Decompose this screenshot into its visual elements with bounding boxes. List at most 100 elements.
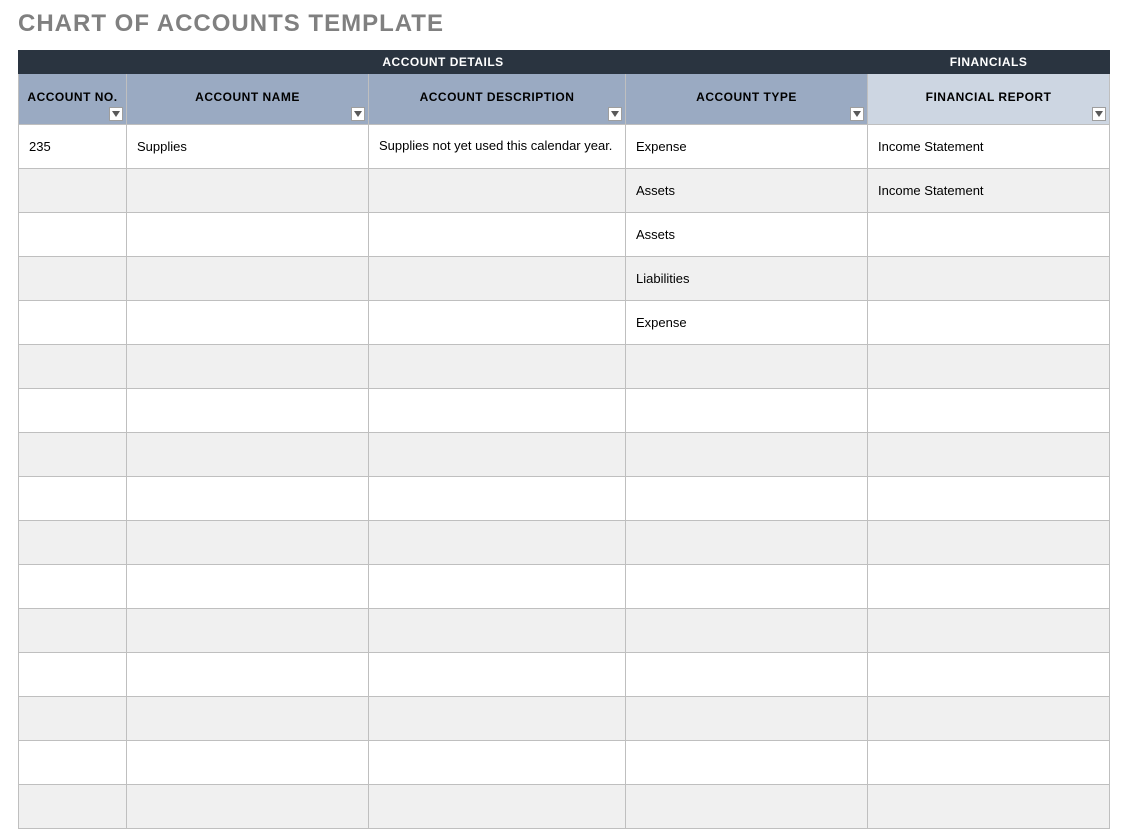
cell-num[interactable]	[19, 257, 127, 301]
cell-fin[interactable]	[868, 741, 1110, 785]
table-row[interactable]	[19, 653, 1110, 697]
cell-type[interactable]	[626, 433, 868, 477]
cell-num[interactable]	[19, 521, 127, 565]
cell-name[interactable]	[127, 477, 369, 521]
cell-desc[interactable]	[369, 345, 626, 389]
table-row[interactable]	[19, 741, 1110, 785]
cell-desc[interactable]	[369, 169, 626, 213]
table-row[interactable]: AssetsIncome Statement	[19, 169, 1110, 213]
filter-dropdown-icon[interactable]	[1092, 107, 1106, 121]
filter-dropdown-icon[interactable]	[608, 107, 622, 121]
cell-num[interactable]: 235	[19, 125, 127, 169]
cell-name[interactable]	[127, 345, 369, 389]
cell-fin[interactable]	[868, 521, 1110, 565]
table-row[interactable]	[19, 433, 1110, 477]
cell-num[interactable]	[19, 653, 127, 697]
cell-fin[interactable]	[868, 785, 1110, 829]
cell-type[interactable]	[626, 741, 868, 785]
cell-num[interactable]	[19, 389, 127, 433]
cell-type[interactable]	[626, 785, 868, 829]
table-row[interactable]	[19, 609, 1110, 653]
cell-desc[interactable]: Supplies not yet used this calendar year…	[369, 125, 626, 169]
filter-dropdown-icon[interactable]	[109, 107, 123, 121]
cell-num[interactable]	[19, 433, 127, 477]
cell-desc[interactable]	[369, 257, 626, 301]
cell-fin[interactable]	[868, 345, 1110, 389]
cell-num[interactable]	[19, 301, 127, 345]
table-row[interactable]	[19, 521, 1110, 565]
cell-num[interactable]	[19, 565, 127, 609]
cell-desc[interactable]	[369, 609, 626, 653]
cell-name[interactable]: Supplies	[127, 125, 369, 169]
table-row[interactable]: 235SuppliesSupplies not yet used this ca…	[19, 125, 1110, 169]
cell-name[interactable]	[127, 653, 369, 697]
cell-name[interactable]	[127, 609, 369, 653]
cell-desc[interactable]	[369, 389, 626, 433]
cell-num[interactable]	[19, 477, 127, 521]
table-row[interactable]	[19, 345, 1110, 389]
cell-name[interactable]	[127, 301, 369, 345]
table-row[interactable]	[19, 565, 1110, 609]
cell-name[interactable]	[127, 785, 369, 829]
cell-name[interactable]	[127, 257, 369, 301]
cell-type[interactable]: Assets	[626, 213, 868, 257]
cell-desc[interactable]	[369, 477, 626, 521]
filter-dropdown-icon[interactable]	[351, 107, 365, 121]
cell-num[interactable]	[19, 345, 127, 389]
cell-fin[interactable]	[868, 301, 1110, 345]
cell-name[interactable]	[127, 169, 369, 213]
cell-desc[interactable]	[369, 741, 626, 785]
table-row[interactable]	[19, 389, 1110, 433]
cell-type[interactable]	[626, 653, 868, 697]
cell-fin[interactable]	[868, 565, 1110, 609]
cell-type[interactable]	[626, 565, 868, 609]
cell-desc[interactable]	[369, 565, 626, 609]
cell-type[interactable]: Expense	[626, 125, 868, 169]
cell-desc[interactable]	[369, 785, 626, 829]
cell-num[interactable]	[19, 169, 127, 213]
cell-name[interactable]	[127, 389, 369, 433]
cell-fin[interactable]	[868, 433, 1110, 477]
cell-type[interactable]	[626, 521, 868, 565]
cell-fin[interactable]	[868, 213, 1110, 257]
cell-fin[interactable]	[868, 697, 1110, 741]
table-row[interactable]: Assets	[19, 213, 1110, 257]
cell-desc[interactable]	[369, 521, 626, 565]
table-row[interactable]	[19, 697, 1110, 741]
cell-name[interactable]	[127, 565, 369, 609]
cell-type[interactable]	[626, 609, 868, 653]
cell-fin[interactable]: Income Statement	[868, 125, 1110, 169]
cell-name[interactable]	[127, 213, 369, 257]
cell-fin[interactable]: Income Statement	[868, 169, 1110, 213]
cell-fin[interactable]	[868, 389, 1110, 433]
table-row[interactable]	[19, 785, 1110, 829]
cell-num[interactable]	[19, 741, 127, 785]
cell-desc[interactable]	[369, 433, 626, 477]
cell-type[interactable]	[626, 697, 868, 741]
cell-type[interactable]: Liabilities	[626, 257, 868, 301]
cell-name[interactable]	[127, 521, 369, 565]
cell-num[interactable]	[19, 213, 127, 257]
cell-type[interactable]: Assets	[626, 169, 868, 213]
cell-desc[interactable]	[369, 301, 626, 345]
cell-desc[interactable]	[369, 697, 626, 741]
cell-type[interactable]	[626, 389, 868, 433]
table-row[interactable]: Liabilities	[19, 257, 1110, 301]
cell-fin[interactable]	[868, 477, 1110, 521]
cell-desc[interactable]	[369, 653, 626, 697]
cell-type[interactable]: Expense	[626, 301, 868, 345]
cell-num[interactable]	[19, 785, 127, 829]
cell-fin[interactable]	[868, 653, 1110, 697]
cell-name[interactable]	[127, 433, 369, 477]
cell-type[interactable]	[626, 345, 868, 389]
cell-num[interactable]	[19, 609, 127, 653]
filter-dropdown-icon[interactable]	[850, 107, 864, 121]
cell-fin[interactable]	[868, 257, 1110, 301]
table-row[interactable]	[19, 477, 1110, 521]
cell-name[interactable]	[127, 697, 369, 741]
cell-desc[interactable]	[369, 213, 626, 257]
cell-fin[interactable]	[868, 609, 1110, 653]
cell-type[interactable]	[626, 477, 868, 521]
table-row[interactable]: Expense	[19, 301, 1110, 345]
cell-name[interactable]	[127, 741, 369, 785]
